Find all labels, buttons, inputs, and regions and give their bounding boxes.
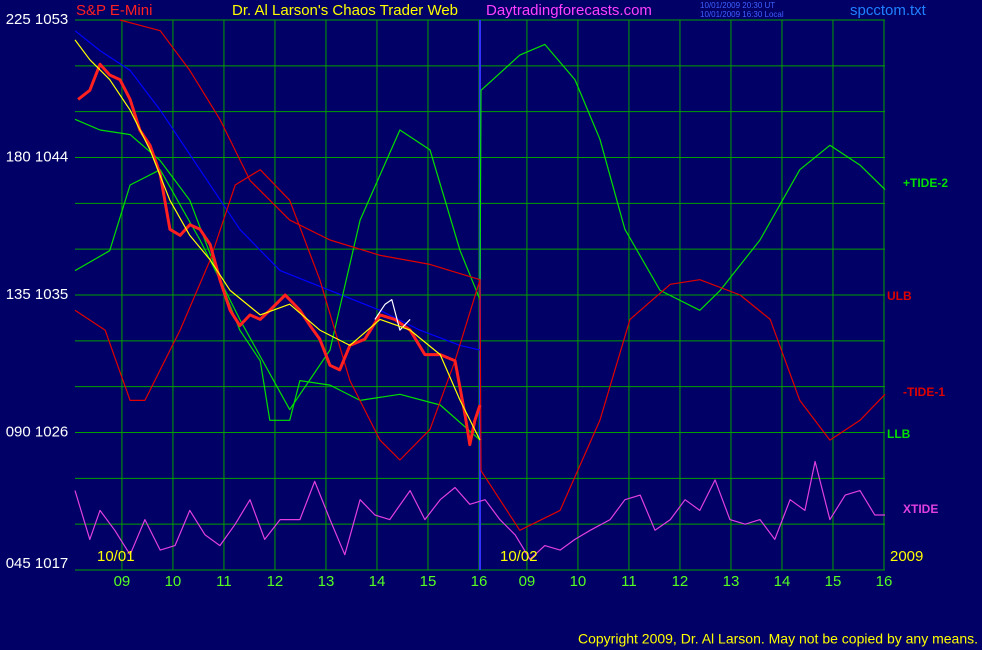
timestamp: 10/01/2009 20:30 UT bbox=[700, 1, 775, 10]
series bbox=[74, 19, 886, 560]
x-tick-label: 09 bbox=[519, 573, 536, 590]
x-tick-label: 10 bbox=[570, 573, 587, 590]
series-line bbox=[74, 43, 886, 411]
date-label: 10/02 bbox=[500, 548, 538, 565]
y-tick-label: 045 1017 bbox=[6, 555, 69, 572]
series-line bbox=[74, 460, 885, 560]
series-label: -TIDE-1 bbox=[903, 385, 945, 399]
x-tick-label: 11 bbox=[216, 573, 232, 590]
instrument: S&P E-Mini bbox=[76, 2, 152, 19]
x-tick-label: 16 bbox=[471, 573, 488, 590]
x-tick-label: 12 bbox=[267, 573, 284, 590]
y-tick-label: 180 1044 bbox=[6, 148, 69, 165]
x-tick-label: 15 bbox=[420, 573, 437, 590]
labels: 045 1017 090 1026 135 1035 180 1044 225 1053… bbox=[6, 11, 893, 590]
x-tick-label: 16 bbox=[876, 573, 893, 590]
series-line bbox=[374, 299, 411, 331]
series-label: LLB bbox=[887, 427, 911, 441]
series-line bbox=[119, 19, 481, 281]
date-label: 10/01 bbox=[97, 548, 135, 565]
file-name: spcctom.txt bbox=[850, 2, 927, 19]
series-label: XTIDE bbox=[903, 502, 938, 516]
x-tick-label: 13 bbox=[318, 573, 335, 590]
x-tick-label: 14 bbox=[774, 573, 791, 590]
year-label: 2009 bbox=[890, 548, 923, 565]
site: Daytradingforecasts.com bbox=[486, 2, 652, 19]
chart-title: Dr. Al Larson's Chaos Trader Web bbox=[232, 2, 458, 19]
y-tick-label: 225 1053 bbox=[6, 11, 69, 28]
series-line bbox=[74, 39, 481, 441]
copyright: Copyright 2009, Dr. Al Larson. May not b… bbox=[578, 631, 978, 647]
x-tick-label: 13 bbox=[723, 573, 740, 590]
x-tick-label: 11 bbox=[621, 573, 637, 590]
series-line bbox=[74, 30, 481, 351]
x-tick-label: 09 bbox=[114, 573, 131, 590]
x-tick-label: 10 bbox=[165, 573, 182, 590]
series-label: +TIDE-2 bbox=[903, 176, 948, 190]
series-line bbox=[74, 118, 481, 441]
timestamp: 10/01/2009 16:30 Local bbox=[700, 10, 784, 19]
series-label: ULB bbox=[887, 289, 912, 303]
y-tick-label: 090 1026 bbox=[6, 423, 69, 440]
x-tick-label: 12 bbox=[672, 573, 689, 590]
x-tick-label: 15 bbox=[825, 573, 842, 590]
x-tick-label: 14 bbox=[369, 573, 386, 590]
y-tick-label: 135 1035 bbox=[6, 286, 69, 303]
